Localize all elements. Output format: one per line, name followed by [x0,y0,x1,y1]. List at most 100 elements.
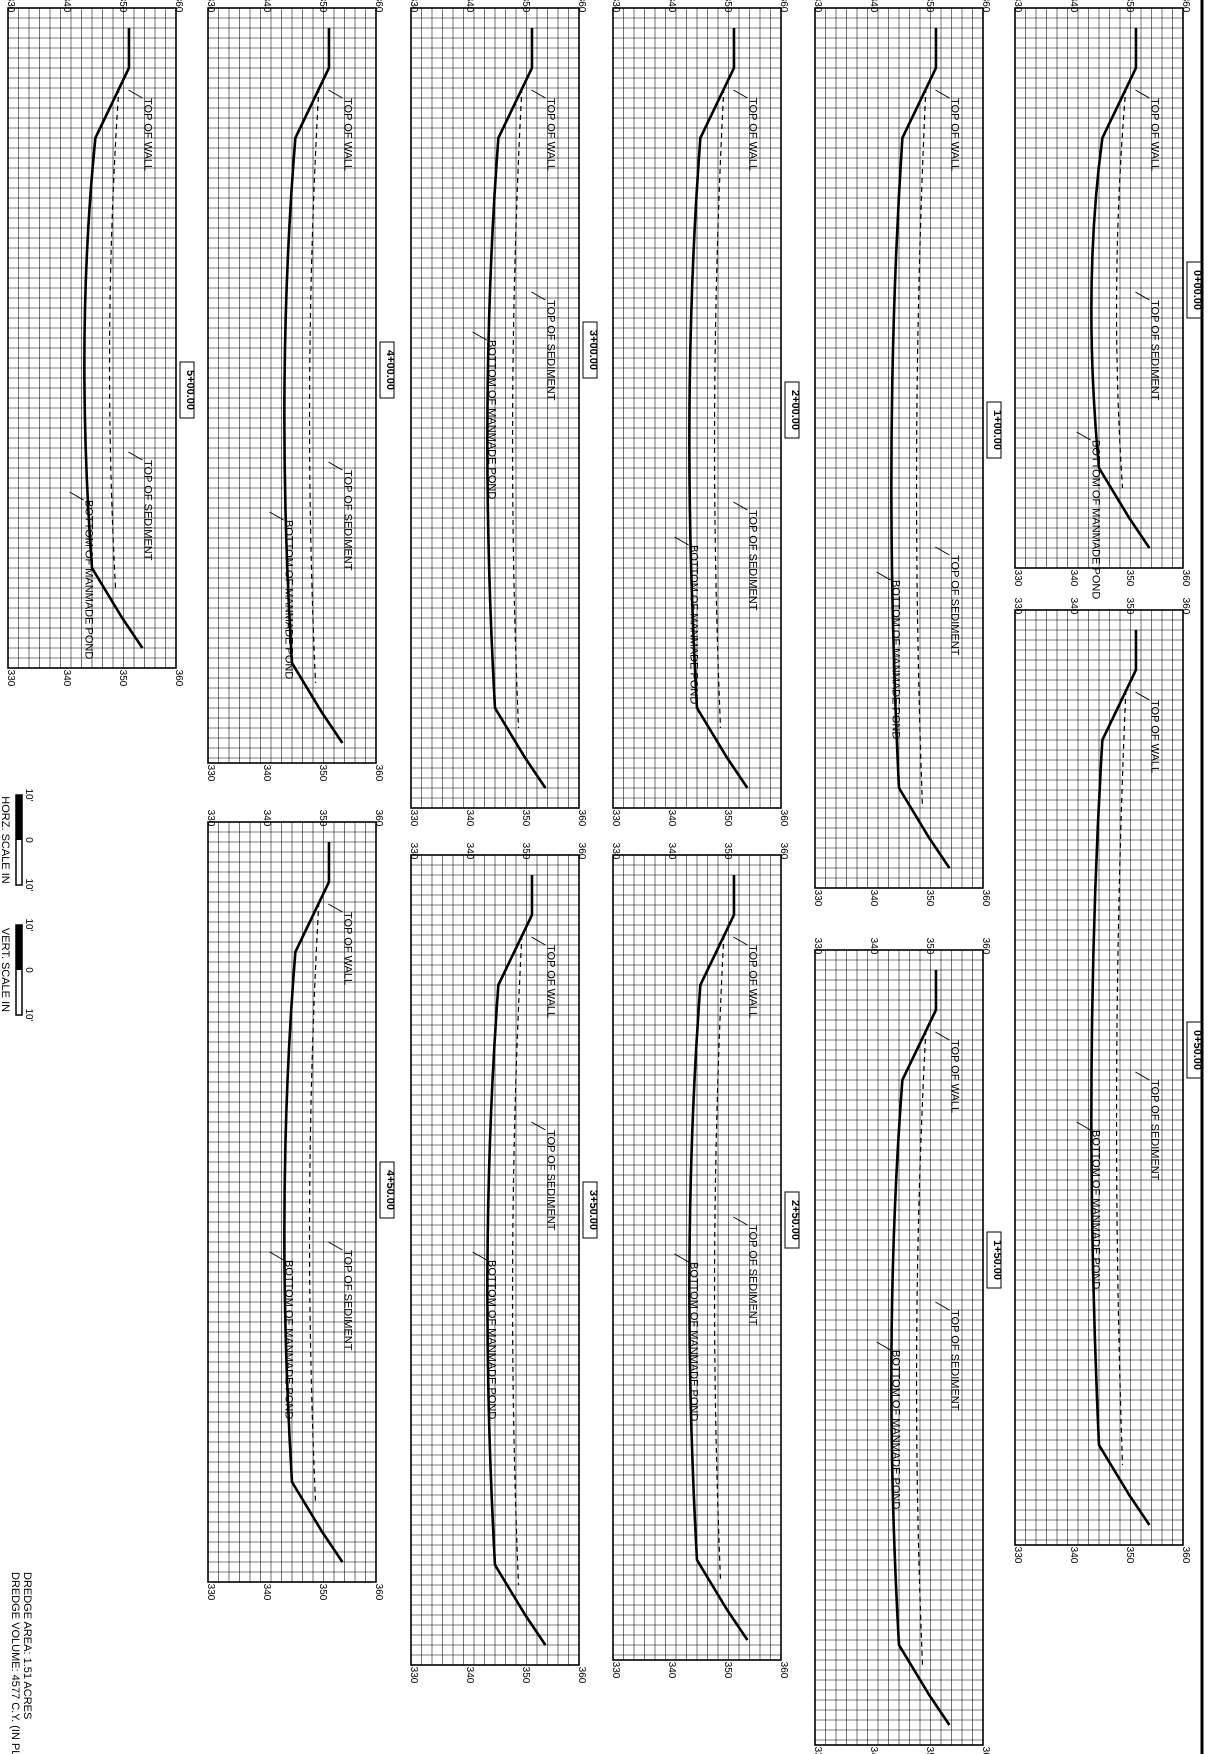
callout-bottom-of-pond: BOTTOM OF MANMADE POND [1090,440,1102,599]
callout-top-of-wall: TOP OF WALL [341,912,353,985]
elevation-tick-label: 340 [464,0,475,13]
elevation-tick-label: 360 [373,1584,384,1601]
callout-leader [733,936,748,946]
elevation-tick-label: 340 [666,0,677,13]
section-frame [612,854,782,1661]
callout-top-of-sediment: TOP OF SEDIMENT [341,470,353,571]
pond-bottom-profile [283,842,344,1563]
elevation-tick-label: 330 [812,938,823,955]
callout-leader [69,491,84,501]
horizontal-scale-tick-mid: 0 [23,837,34,843]
elevation-tick-label: 350 [924,938,935,955]
elevation-tick-label: 360 [373,810,384,827]
callout-leader [472,331,487,341]
station-label: 4+50.00 [384,1170,396,1210]
callout-leader [674,536,689,546]
elevation-tick-label: 350 [924,1747,935,1754]
station-box [986,1231,1002,1289]
callout-top-of-sediment: TOP OF SEDIMENT [544,1130,556,1231]
cross-section-panels: 330 340 350 360 330 340 350 360 0+00.00 TOP OF SE… [5,0,1203,1754]
station-label: 1+50.00 [991,1240,1003,1280]
elevation-tick-label: 330 [610,0,621,13]
vertical-scale-tick-right: 10' [23,1008,34,1021]
callout-leader [269,1251,284,1261]
elevation-tick-label: 330 [5,0,16,13]
callout-leader [328,461,343,471]
elevation-tick-label: 360 [576,810,587,827]
section-grid [814,7,984,889]
callout-leader [876,571,891,581]
callout-leader [531,1121,546,1131]
section-grid [1014,609,1184,1545]
cross-section-6: 330 340 350 360 330 340 350 360 2+50.00 TOP OF SE… [610,843,801,1679]
elevation-tick-label: 360 [173,670,184,687]
elevation-tick-label: 350 [722,810,733,827]
sediment-profile [308,87,320,684]
elevation-tick-label: 350 [317,810,328,827]
elevation-tick-label: 330 [812,1747,823,1754]
cross-section-2: 330 340 350 360 330 340 350 360 0+50.00 TOP OF SE… [1012,598,1203,1564]
vertical-scale-bar: 10' 0 10' VERT. SCALE IN [0,918,34,1021]
vertical-scale-fill [16,925,22,970]
pond-bottom-profile [1090,630,1151,1526]
elevation-tick-label: 350 [520,810,531,827]
section-frame [814,7,984,889]
elevation-tick-label: 360 [980,938,991,955]
cross-section-10: 330 340 350 360 330 340 350 360 4+50.00 TOP OF SE… [205,810,396,1601]
callout-leader [1135,291,1150,301]
station-box [784,1191,800,1249]
elevation-tick-label: 330 [205,765,216,782]
elevation-tick-label: 360 [173,0,184,13]
elevation-tick-label: 340 [1068,598,1079,615]
elevation-tick-label: 340 [261,0,272,13]
callout-top-of-wall: TOP OF WALL [544,945,556,1018]
elevation-tick-label: 360 [980,890,991,907]
elevation-tick-label: 360 [576,843,587,860]
callout-top-of-sediment: TOP OF SEDIMENT [1148,300,1160,401]
pond-bottom-profile [890,28,951,869]
callout-leader [935,89,950,99]
callout-top-of-sediment: TOP OF SEDIMENT [1148,1080,1160,1181]
callout-top-of-wall: TOP OF WALL [948,1040,960,1113]
elevation-tick-label: 350 [520,1667,531,1684]
elevation-tick-label: 360 [576,0,587,13]
elevation-tick-label: 340 [1068,570,1079,587]
elevation-tick-label: 330 [812,0,823,13]
section-frame [410,854,580,1666]
callout-bottom-of-pond: BOTTOM OF MANMADE POND [486,340,498,499]
elevation-tick-label: 330 [408,0,419,13]
station-label: 0+50.00 [1191,1030,1203,1070]
elevation-tick-label: 350 [520,843,531,860]
pond-bottom-profile [890,970,951,1726]
elevation-tick-label: 340 [868,938,879,955]
callout-bottom-of-pond: BOTTOM OF MANMADE POND [890,1350,902,1509]
elevation-tick-label: 350 [1124,570,1135,587]
cross-section-4: 330 340 350 360 330 340 350 360 1+50.00 TOP OF SE… [812,938,1003,1754]
callout-leader [472,1251,487,1261]
elevation-tick-label: 350 [117,0,128,13]
elevation-tick-label: 340 [464,1667,475,1684]
elevation-tick-label: 350 [1124,1547,1135,1564]
callout-bottom-of-pond: BOTTOM OF MANMADE POND [486,1260,498,1419]
callout-leader [935,1031,950,1041]
elevation-tick-label: 350 [1124,598,1135,615]
elevation-tick-label: 350 [317,0,328,13]
elevation-tick-label: 330 [408,810,419,827]
elevation-tick-label: 360 [980,0,991,13]
station-box [582,321,598,379]
elevation-tick-label: 340 [61,0,72,13]
callout-top-of-wall: TOP OF WALL [1148,98,1160,171]
sediment-profile [915,1029,927,1666]
callout-leader [733,89,748,99]
section-frame [814,949,984,1746]
callout-top-of-sediment: TOP OF SEDIMENT [746,510,758,611]
station-box [179,361,195,419]
callout-leader [733,501,748,511]
cross-section-1: 330 340 350 360 330 340 350 360 0+00.00 TOP OF SE… [1012,0,1203,599]
cross-section-7: 330 340 350 360 330 340 350 360 3+00.00 TOP OF SE… [408,0,599,827]
dredge-volume-note: DREDGE VOLUME: 4577 C.Y. (IN PLACE) [9,1572,21,1754]
section-frame [1014,609,1184,1546]
cross-section-9: 330 340 350 360 330 340 350 360 4+00.00 TOP OF SE… [205,0,396,782]
pond-bottom-profile [486,28,547,789]
